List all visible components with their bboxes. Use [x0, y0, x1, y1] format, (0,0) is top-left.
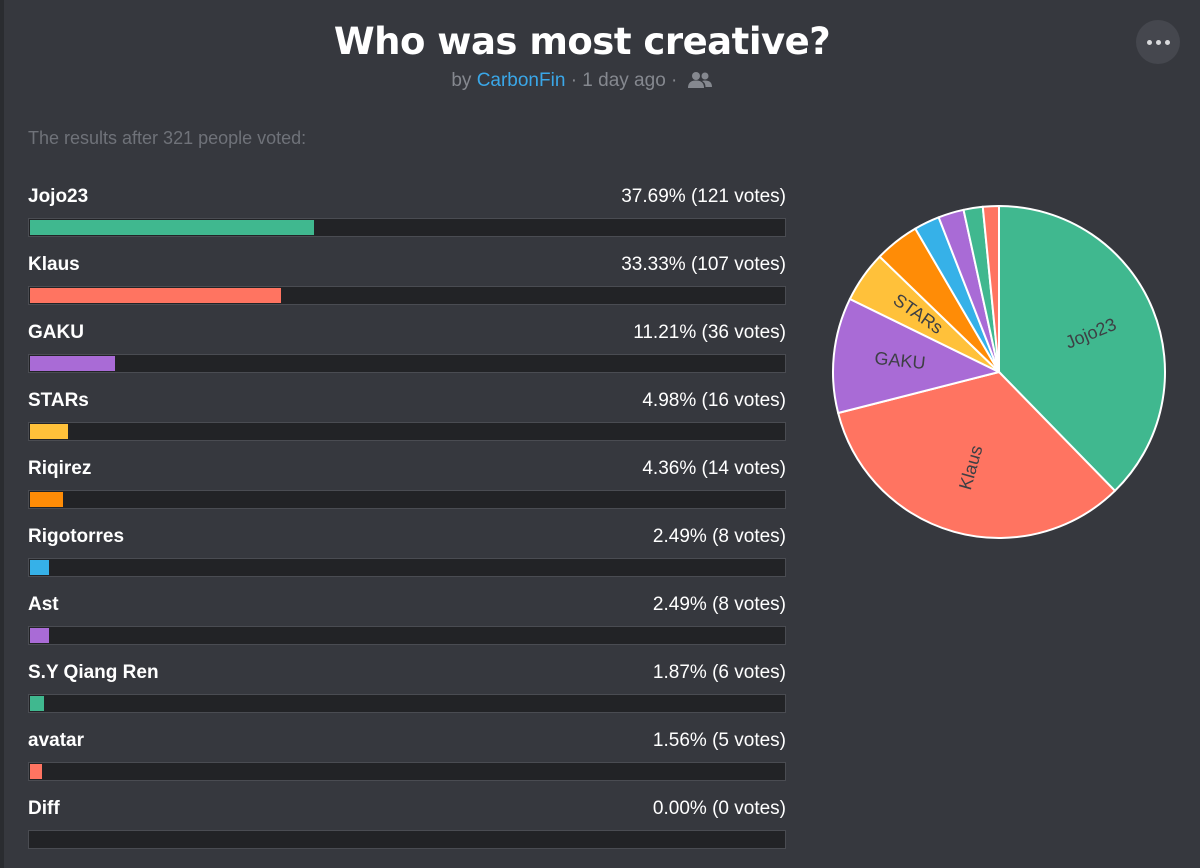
- option-label: Diff: [28, 798, 60, 819]
- poll-option: Rigotorres 2.49% (8 votes): [28, 526, 786, 594]
- poll-title: Who was most creative?: [333, 20, 831, 63]
- result-bar-track: [28, 286, 786, 305]
- option-stats: 2.49% (8 votes): [652, 526, 786, 547]
- option-label: Ast: [28, 594, 59, 615]
- result-bar-fill: [30, 764, 42, 779]
- option-stats: 2.49% (8 votes): [652, 594, 786, 615]
- option-header: Ast 2.49% (8 votes): [28, 594, 786, 620]
- result-bar-track: [28, 218, 786, 237]
- option-label: STARs: [28, 390, 89, 411]
- poll-options-list: Jojo23 37.69% (121 votes) Klaus 33.33% (107…: [28, 186, 786, 866]
- option-header: Diff 0.00% (0 votes): [28, 798, 786, 824]
- poll-option: GAKU 11.21% (36 votes): [28, 322, 786, 390]
- group-users-icon: [687, 71, 713, 95]
- result-bar-fill: [30, 492, 63, 507]
- result-bar-fill: [30, 696, 45, 711]
- option-label: Jojo23: [28, 186, 89, 207]
- option-header: avatar 1.56% (5 votes): [28, 730, 786, 756]
- option-header: GAKU 11.21% (36 votes): [28, 322, 786, 348]
- result-bar-track: [28, 354, 786, 373]
- by-label: by: [451, 70, 472, 91]
- result-bar-track: [28, 558, 786, 577]
- result-bar-track: [28, 762, 786, 781]
- option-header: S.Y Qiang Ren 1.87% (6 votes): [28, 662, 786, 688]
- option-stats: 33.33% (107 votes): [621, 254, 786, 275]
- option-label: Riqirez: [28, 458, 92, 479]
- meta-separator: ·: [570, 70, 578, 91]
- dot: [1146, 39, 1152, 45]
- poll-option: S.Y Qiang Ren 1.87% (6 votes): [28, 662, 786, 730]
- result-bar-fill: [30, 220, 315, 235]
- option-header: STARs 4.98% (16 votes): [28, 390, 786, 416]
- result-bar-track: [28, 490, 786, 509]
- poll-option: Riqirez 4.36% (14 votes): [28, 458, 786, 526]
- option-header: Jojo23 37.69% (121 votes): [28, 186, 786, 212]
- result-bar-track: [28, 830, 786, 849]
- option-header: Klaus 33.33% (107 votes): [28, 254, 786, 280]
- option-stats: 4.36% (14 votes): [642, 458, 786, 479]
- pie-slice-jojo23[interactable]: [998, 205, 1166, 492]
- option-label: Klaus: [28, 254, 80, 275]
- post-time: 1 day ago: [582, 70, 666, 91]
- result-bar-fill: [30, 424, 68, 439]
- dot: [1155, 39, 1161, 45]
- poll-option: Klaus 33.33% (107 votes): [28, 254, 786, 322]
- poll-option: avatar 1.56% (5 votes): [28, 730, 786, 798]
- option-stats: 1.87% (6 votes): [652, 662, 786, 683]
- option-stats: 37.69% (121 votes): [621, 186, 786, 207]
- result-bar-track: [28, 422, 786, 441]
- more-options-button[interactable]: [1136, 20, 1180, 64]
- poll-option: STARs 4.98% (16 votes): [28, 390, 786, 458]
- poll-meta: by CarbonFin · 1 day ago ·: [4, 70, 1160, 95]
- results-summary: The results after 321 people voted:: [28, 128, 307, 148]
- results-pie-chart: Jojo23 Klaus GAKU STARs: [830, 203, 1168, 541]
- option-label: Rigotorres: [28, 526, 125, 547]
- poll-option: Jojo23 37.69% (121 votes): [28, 186, 786, 254]
- pie-slice-avatar[interactable]: [981, 205, 1000, 373]
- result-bar-track: [28, 694, 786, 713]
- result-bar-fill: [30, 288, 282, 303]
- option-stats: 4.98% (16 votes): [642, 390, 786, 411]
- result-bar-track: [28, 626, 786, 645]
- option-stats: 0.00% (0 votes): [652, 798, 786, 819]
- pie-slice-gaku[interactable]: [832, 298, 1000, 414]
- option-label: S.Y Qiang Ren: [28, 662, 159, 683]
- author-link[interactable]: CarbonFin: [476, 70, 566, 91]
- dot: [1164, 39, 1170, 45]
- poll-option: Ast 2.49% (8 votes): [28, 594, 786, 662]
- meta-separator: ·: [671, 70, 678, 91]
- result-bar-fill: [30, 628, 49, 643]
- option-label: GAKU: [28, 322, 84, 343]
- result-bar-fill: [30, 356, 115, 371]
- option-stats: 11.21% (36 votes): [633, 322, 786, 343]
- option-header: Rigotorres 2.49% (8 votes): [28, 526, 786, 552]
- option-header: Riqirez 4.36% (14 votes): [28, 458, 786, 484]
- pie-slice-klaus[interactable]: [837, 371, 1116, 539]
- poll-option: Diff 0.00% (0 votes): [28, 798, 786, 866]
- result-bar-fill: [30, 560, 49, 575]
- option-stats: 1.56% (5 votes): [652, 730, 786, 751]
- option-label: avatar: [28, 730, 84, 751]
